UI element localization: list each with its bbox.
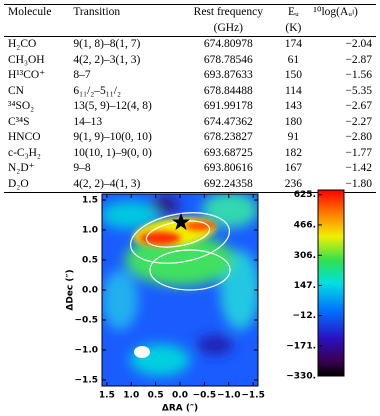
table-cell: −2.67 xyxy=(345,100,372,112)
table-cell: 9(1, 8)–8(1, 7) xyxy=(73,38,141,50)
table-cell: −1.42 xyxy=(345,162,372,174)
table-cell: 182 xyxy=(284,146,303,159)
x-tick-label: −1.5 xyxy=(241,391,264,401)
header-cell: Eᵤ xyxy=(288,6,299,18)
colorbar-tick-label: −171. xyxy=(286,341,316,351)
colorbar-tick-label: 306. xyxy=(294,251,316,261)
table-cell: N₂D⁺ xyxy=(8,162,35,174)
intensity-map xyxy=(102,194,258,386)
table-cell: 692.24358 xyxy=(203,177,253,190)
table-cell: −1.77 xyxy=(345,146,372,159)
table-cell: 167 xyxy=(284,162,303,174)
header-row: (GHz) (K) xyxy=(4,21,376,37)
table-cell: 9–8 xyxy=(73,162,91,174)
table-cell: 4(2, 2)–3(1, 3) xyxy=(73,53,141,66)
table-cell: 143 xyxy=(284,100,303,112)
table-cell: 13(5, 9)–12(4, 8) xyxy=(73,100,152,112)
x-tick-label: 1.0 xyxy=(123,391,139,401)
table-cell: 10(10, 1)–9(0, 0) xyxy=(73,146,152,159)
table-cell: −2.87 xyxy=(345,53,372,66)
colorbar-tick-label: 466. xyxy=(294,220,316,230)
table-row: C³⁴S 14–13 674.47362 180 −2.27 xyxy=(4,115,376,131)
y-tick-label: 0.5 xyxy=(82,256,98,266)
table-row: CN 6₁₁/₂–5₁₁/₂ 678.84488 114 −5.35 xyxy=(4,84,376,100)
y-tick-label: −1.0 xyxy=(75,346,98,356)
table-cell: 236 xyxy=(284,177,303,190)
table-row: D₂O 4(2, 2)–4(1, 3) 692.24358 236 −1.80 xyxy=(4,177,376,193)
table-cell: 61 xyxy=(287,53,300,66)
table-cell: 674.47362 xyxy=(203,115,253,128)
table-cell: ³⁴SO₂ xyxy=(8,100,35,112)
table-cell: c-C₃H₂ xyxy=(8,146,41,159)
table-cell: −2.27 xyxy=(345,115,372,128)
table-cell: 691.99178 xyxy=(203,100,253,112)
colorbar-tick-label: 147. xyxy=(294,281,316,291)
table-row: H¹³CO⁺ 8–7 693.87633 150 −1.56 xyxy=(4,68,376,84)
y-tick-label: −0.5 xyxy=(75,316,98,326)
table-cell: 678.78546 xyxy=(203,53,253,66)
table-cell: 180 xyxy=(284,115,303,128)
table-row: c-C₃H₂ 10(10, 1)–9(0, 0) 693.68725 182 −1.77 xyxy=(4,146,376,162)
table-cell: 14–13 xyxy=(73,115,103,128)
table-cell: H₂CO xyxy=(8,38,37,50)
header-cell: ¹⁰log(Aᵤₗ) xyxy=(313,6,358,18)
table-cell: −2.04 xyxy=(345,38,372,50)
table-cell: 6₁₁/₂–5₁₁/₂ xyxy=(73,84,122,97)
y-axis-label: ΔDec (″) xyxy=(66,269,76,310)
table-cell: 4(2, 2)–4(1, 3) xyxy=(73,177,141,190)
table-cell: D₂O xyxy=(8,177,29,190)
table-row: H₂CO 9(1, 8)–8(1, 7) 674.80978 174 −2.04 xyxy=(4,37,376,53)
table-cell: CH₃OH xyxy=(8,53,45,66)
table-cell: 674.80978 xyxy=(203,38,253,50)
x-tick-label: 0.0 xyxy=(172,391,188,401)
table-cell: CN xyxy=(8,84,24,97)
colorbar-tick-label: 625. xyxy=(294,190,316,200)
header-cell: Rest frequency xyxy=(193,6,263,18)
table-cell: 693.68725 xyxy=(203,146,253,159)
x-tick-label: −1.0 xyxy=(217,391,240,401)
header-cell: (GHz) xyxy=(213,21,243,34)
table-cell: 150 xyxy=(284,69,303,81)
table-cell: 678.84488 xyxy=(203,84,253,97)
x-tick-label: 0.5 xyxy=(148,391,164,401)
table-cell: 9(1, 9)–10(0, 10) xyxy=(73,131,152,143)
colorbar xyxy=(317,189,345,377)
header-cell: Molecule xyxy=(8,6,52,18)
table-cell: C³⁴S xyxy=(8,115,30,128)
table-cell: 174 xyxy=(284,38,303,50)
table-cell: −5.35 xyxy=(345,84,372,97)
table-row: N₂D⁺ 9–8 693.80616 167 −1.42 xyxy=(4,161,376,177)
header-cell: Transition xyxy=(73,6,121,18)
colorbar-tick-label: −12. xyxy=(293,311,316,321)
y-tick-label: −1.5 xyxy=(75,376,98,386)
table-cell: −2.80 xyxy=(345,131,372,143)
y-tick-label: 1.0 xyxy=(82,226,98,236)
y-tick-label: 1.5 xyxy=(82,196,98,206)
table-cell: 693.87633 xyxy=(203,69,253,81)
table-cell: H¹³CO⁺ xyxy=(8,69,46,81)
table-cell: 8–7 xyxy=(73,69,91,81)
table-cell: 678.23827 xyxy=(203,131,253,143)
table-cell: −1.80 xyxy=(345,177,372,190)
colorbar-tick-label: −330. xyxy=(286,372,316,382)
table-cell: HNCO xyxy=(8,131,41,143)
table-cell: 91 xyxy=(287,131,300,143)
table-cell: −1.56 xyxy=(345,69,372,81)
table-row: ³⁴SO₂ 13(5, 9)–12(4, 8) 691.99178 143 −2.67 xyxy=(4,99,376,115)
x-tick-label: −0.5 xyxy=(193,391,216,401)
x-tick-label: 1.5 xyxy=(99,391,115,401)
table-row: CH₃OH 4(2, 2)–3(1, 3) 678.78546 61 −2.87 xyxy=(4,53,376,69)
x-axis-label: ΔRA (″) xyxy=(162,404,198,414)
header-row: Molecule Transition Rest frequency Eᵤ ¹⁰log(… xyxy=(4,5,376,21)
table-cell: 693.80616 xyxy=(203,162,253,174)
table-row: HNCO 9(1, 9)–10(0, 10) 678.23827 91 −2.80 xyxy=(4,130,376,146)
y-tick-label: 0.0 xyxy=(82,286,98,296)
data-table: Molecule Transition Rest frequency Eᵤ ¹⁰log(… xyxy=(4,4,376,193)
header-cell: (K) xyxy=(285,21,302,34)
table-cell: 114 xyxy=(284,84,302,97)
